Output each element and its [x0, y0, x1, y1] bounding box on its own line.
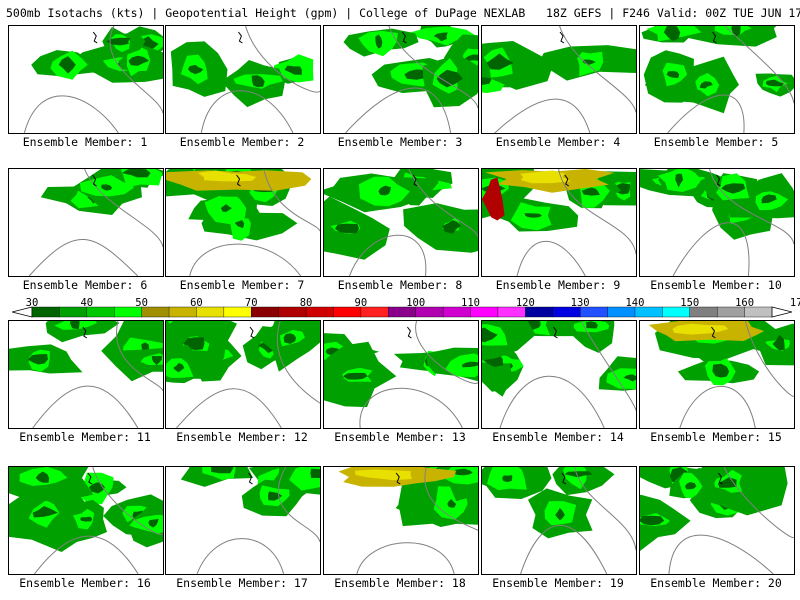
map-graphic	[28, 169, 163, 276]
map-graphic	[23, 26, 163, 133]
colorbar-tick-label: 70	[244, 297, 258, 309]
ensemble-member-label: Ensemble Member: 7	[179, 278, 305, 292]
ensemble-map-panel	[8, 320, 164, 429]
map-graphic	[482, 321, 636, 428]
map-graphic	[166, 321, 320, 428]
ensemble-member-label: Ensemble Member: 13	[334, 430, 466, 444]
ensemble-member-label: Ensemble Member: 15	[650, 430, 782, 444]
page-title: 500mb Isotachs (kts) | Geopotential Heig…	[6, 6, 800, 20]
map-graphic	[482, 169, 636, 276]
colorbar-tick-label: 60	[190, 297, 203, 309]
ensemble-member-label: Ensemble Member: 4	[495, 135, 621, 149]
ensemble-member-label: Ensemble Member: 3	[337, 135, 463, 149]
map-graphic	[9, 467, 163, 574]
ensemble-map-panel	[639, 320, 795, 429]
colorbar-tick-label: 80	[299, 297, 313, 309]
colorbar-tick-label: 140	[625, 297, 645, 309]
map-graphic	[324, 321, 478, 428]
ensemble-member-label: Ensemble Member: 1	[22, 135, 148, 149]
ensemble-member-label: Ensemble Member: 2	[179, 135, 305, 149]
ensemble-member-label: Ensemble Member: 20	[650, 576, 782, 590]
colorbar-tick-label: 90	[354, 297, 368, 309]
ensemble-map-panel	[639, 466, 795, 575]
colorbar-tick-label: 50	[135, 297, 148, 309]
map-graphic	[648, 321, 794, 428]
colorbar-tick-label: 150	[680, 297, 700, 309]
map-graphic	[641, 26, 794, 133]
ensemble-map-panel	[165, 25, 321, 134]
ensemble-member-label: Ensemble Member: 14	[492, 430, 624, 444]
ensemble-map-panel	[8, 168, 164, 277]
ensemble-member-label: Ensemble Member: 6	[22, 278, 148, 292]
ensemble-member-label: Ensemble Member: 12	[176, 430, 308, 444]
ensemble-map-panel	[323, 25, 479, 134]
colorbar-tick-label: 120	[515, 297, 535, 309]
map-graphic	[343, 26, 478, 133]
colorbar-tick-label: 40	[80, 297, 94, 309]
map-graphic	[640, 169, 794, 276]
isotach-colorbar	[12, 306, 792, 318]
ensemble-member-label: Ensemble Member: 19	[492, 576, 624, 590]
ensemble-map-panel	[8, 25, 164, 134]
ensemble-map-panel	[8, 466, 164, 575]
colorbar-tick-label: 170	[789, 297, 800, 309]
ensemble-map-panel	[323, 168, 479, 277]
map-graphic	[640, 467, 794, 574]
ensemble-map-panel	[165, 466, 321, 575]
ensemble-map-panel	[165, 320, 321, 429]
map-graphic	[338, 467, 478, 574]
ensemble-member-label: Ensemble Member: 10	[650, 278, 782, 292]
colorbar-tick-label: 160	[735, 297, 755, 309]
ensemble-member-label: Ensemble Member: 18	[334, 576, 466, 590]
ensemble-member-label: Ensemble Member: 11	[19, 430, 151, 444]
ensemble-map-panel	[323, 466, 479, 575]
ensemble-map-panel	[165, 168, 321, 277]
ensemble-map-panel	[481, 466, 637, 575]
ensemble-map-panel	[481, 25, 637, 134]
map-graphic	[170, 26, 320, 133]
colorbar-tick-label: 110	[461, 297, 480, 309]
ensemble-map-panel	[639, 25, 795, 134]
ensemble-member-label: Ensemble Member: 5	[653, 135, 779, 149]
ensemble-member-label: Ensemble Member: 17	[176, 576, 308, 590]
ensemble-member-label: Ensemble Member: 9	[495, 278, 621, 292]
colorbar-tick-label: 100	[406, 297, 426, 309]
map-graphic	[9, 321, 163, 428]
ensemble-map-panel	[323, 320, 479, 429]
map-graphic	[180, 467, 320, 574]
colorbar-tick-label: 30	[25, 297, 39, 309]
map-graphic	[482, 26, 636, 133]
map-graphic	[482, 467, 636, 574]
ensemble-map-panel	[639, 168, 795, 277]
map-graphic	[324, 169, 478, 276]
ensemble-map-panel	[481, 320, 637, 429]
ensemble-map-panel	[481, 168, 637, 277]
ensemble-member-label: Ensemble Member: 8	[337, 278, 463, 292]
ensemble-member-label: Ensemble Member: 16	[19, 576, 151, 590]
map-graphic	[166, 169, 320, 276]
colorbar-tick-label: 130	[570, 297, 590, 309]
